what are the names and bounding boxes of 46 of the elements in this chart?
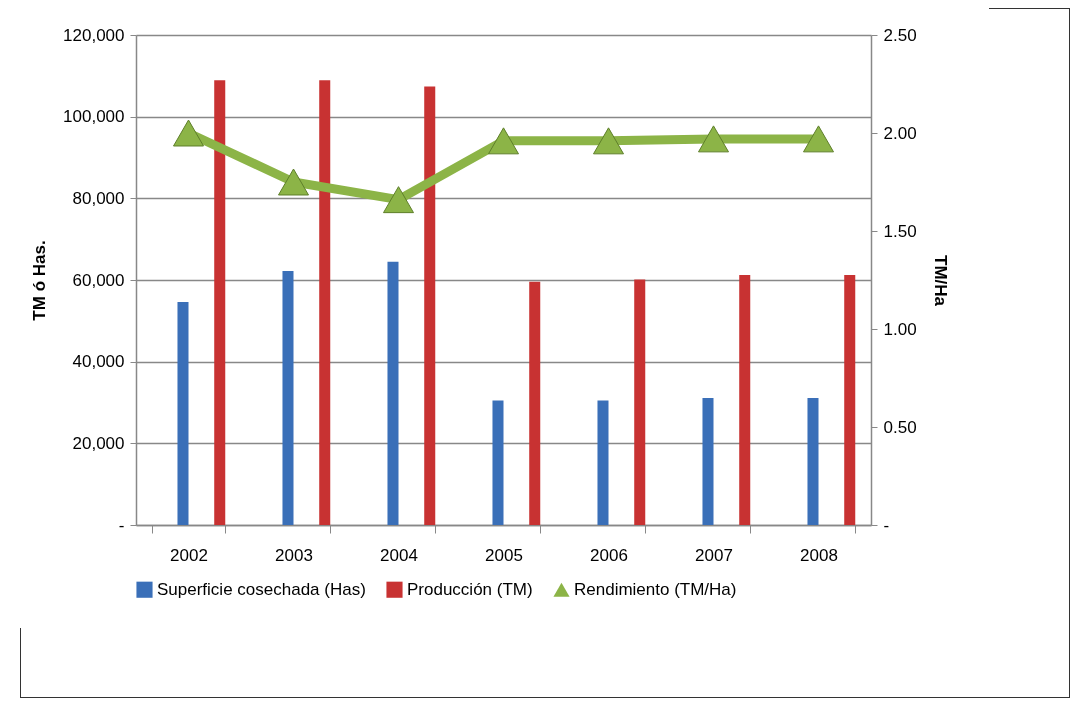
bar	[844, 275, 856, 525]
legend-label: Producción (TM)	[407, 579, 533, 599]
bar	[807, 398, 819, 525]
x-tick-label: 2006	[590, 545, 628, 565]
y2-axis-title: TM/Ha	[930, 255, 950, 307]
y-tick-label: 80,000	[72, 188, 125, 208]
x-tick-label: 2002	[170, 545, 208, 565]
y2-tick-label: 1.00	[883, 319, 917, 339]
point	[698, 125, 729, 153]
bar	[424, 86, 436, 525]
point	[593, 127, 624, 155]
point	[488, 127, 519, 155]
x-tick-label: 2007	[695, 545, 733, 565]
x-tick-label: 2003	[275, 545, 313, 565]
point	[278, 168, 309, 196]
bar	[529, 281, 541, 525]
legend-label: Rendimiento (TM/Ha)	[574, 579, 737, 599]
y-tick-label: 40,000	[72, 352, 125, 372]
y2-tick-label: 0.50	[883, 417, 917, 437]
y-tick-label: 100,000	[63, 107, 125, 127]
y2-tick-label: 2.50	[883, 25, 917, 45]
bar	[214, 80, 226, 525]
bar	[282, 271, 294, 525]
x-tick-label: 2004	[380, 545, 418, 565]
bar	[492, 400, 504, 525]
y2-tick-label: 2.00	[883, 123, 917, 143]
bar	[177, 302, 189, 525]
y-tick-label: 120,000	[63, 25, 125, 45]
point	[803, 125, 834, 153]
point	[173, 119, 204, 147]
y-tick-label: 20,000	[72, 433, 125, 453]
y-axis-title: TM ó Has.	[30, 240, 50, 321]
bar	[739, 275, 751, 525]
legend-label: Superficie cosechada (Has)	[157, 579, 366, 599]
y2-tick-label: -	[883, 515, 890, 535]
x-tick-label: 2008	[800, 545, 838, 565]
bar	[319, 80, 331, 525]
y2-tick-label: 1.50	[883, 221, 917, 241]
y-tick-label: 60,000	[72, 270, 125, 290]
y-tick-label: -	[118, 515, 125, 535]
bar	[702, 398, 714, 525]
bar	[387, 261, 399, 525]
bar	[597, 400, 609, 525]
bar	[634, 279, 646, 525]
point	[383, 186, 414, 214]
x-tick-label: 2005	[485, 545, 523, 565]
